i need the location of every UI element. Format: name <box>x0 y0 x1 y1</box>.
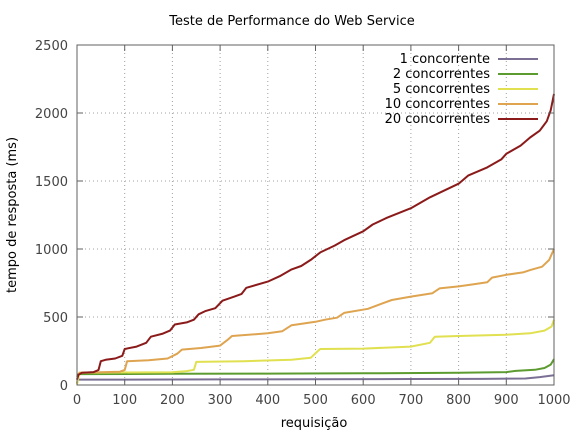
x-tick-label: 800 <box>446 393 471 408</box>
x-axis-label: requisição <box>281 416 348 431</box>
x-tick-label: 600 <box>351 393 376 408</box>
series-line-5-concorrentes <box>76 319 555 385</box>
x-tick-label: 200 <box>160 393 185 408</box>
grid-lines <box>77 45 554 385</box>
y-tick-label: 0 <box>60 379 68 394</box>
legend-label: 20 concorrentes <box>385 112 491 127</box>
x-tick-label: 300 <box>208 393 233 408</box>
y-tick-label: 1500 <box>35 175 68 190</box>
x-tick-label: 700 <box>398 393 423 408</box>
series-line-10-concorrentes <box>76 248 555 380</box>
y-tick-label: 2000 <box>35 107 68 122</box>
series-line-2-concorrentes <box>76 358 555 378</box>
x-tick-label: 0 <box>73 393 81 408</box>
series-line-20-concorrentes <box>76 93 555 380</box>
y-axis-label: tempo de resposta (ms) <box>5 137 20 293</box>
series-lines <box>76 93 555 385</box>
y-tick-label: 1000 <box>35 243 68 258</box>
legend-label: 10 concorrentes <box>385 97 491 112</box>
legend-label: 1 concorrente <box>400 52 490 67</box>
x-tick-label: 1000 <box>537 393 570 408</box>
legend-label: 5 concorrentes <box>393 82 490 97</box>
axis-ticks: 0 500 1000 1500 2000 2500 0 100 200 300 400 500 600 7… <box>35 39 571 408</box>
y-tick-label: 500 <box>43 311 68 326</box>
y-tick-label: 2500 <box>35 39 68 54</box>
legend-label: 2 concorrentes <box>393 67 490 82</box>
chart-title: Teste de Performance do Web Service <box>168 14 414 29</box>
x-tick-label: 900 <box>494 393 519 408</box>
x-tick-label: 400 <box>255 393 280 408</box>
x-tick-label: 500 <box>303 393 328 408</box>
x-tick-label: 100 <box>112 393 137 408</box>
